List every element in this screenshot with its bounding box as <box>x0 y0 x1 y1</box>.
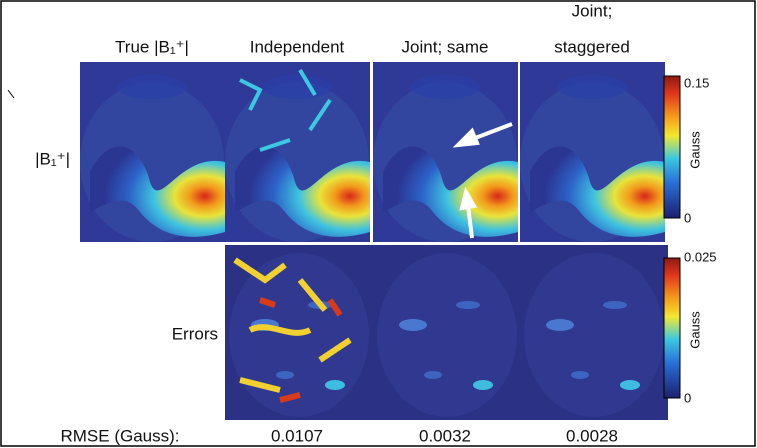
error-joint-staggered <box>520 245 668 420</box>
colorbar <box>664 258 680 398</box>
column-header: Joint; <box>572 1 613 20</box>
map-true <box>80 62 225 242</box>
map-joint-staggered <box>520 62 665 242</box>
colorbar-max: 0.025 <box>684 249 717 264</box>
colorbar-min: 0 <box>684 210 691 225</box>
map-joint-same <box>373 62 518 242</box>
column-header: staggered <box>554 37 630 56</box>
rmse-value: 0.0028 <box>566 426 618 445</box>
map-independent <box>225 62 370 242</box>
error-joint-same <box>373 245 521 420</box>
colorbar-min: 0 <box>684 390 691 405</box>
colorbar-unit: Gauss <box>687 311 702 349</box>
row-label: |B₁⁺| <box>35 149 70 168</box>
rmse-value: 0.0032 <box>419 426 471 445</box>
colorbar-max: 0.15 <box>684 75 709 90</box>
row-label: Errors <box>172 324 218 343</box>
rmse-label: RMSE (Gauss): <box>60 426 179 445</box>
rmse-value: 0.0107 <box>271 426 323 445</box>
colorbar <box>664 76 680 218</box>
column-header: True |B₁⁺| <box>115 37 189 56</box>
colorbar-unit: Gauss <box>687 131 702 169</box>
column-header: Joint; same <box>402 37 489 56</box>
figure: True |B₁⁺| Independent Joint; same Joint… <box>0 0 757 448</box>
column-header: Independent <box>250 37 345 56</box>
mark <box>8 90 14 98</box>
error-independent <box>225 245 373 420</box>
